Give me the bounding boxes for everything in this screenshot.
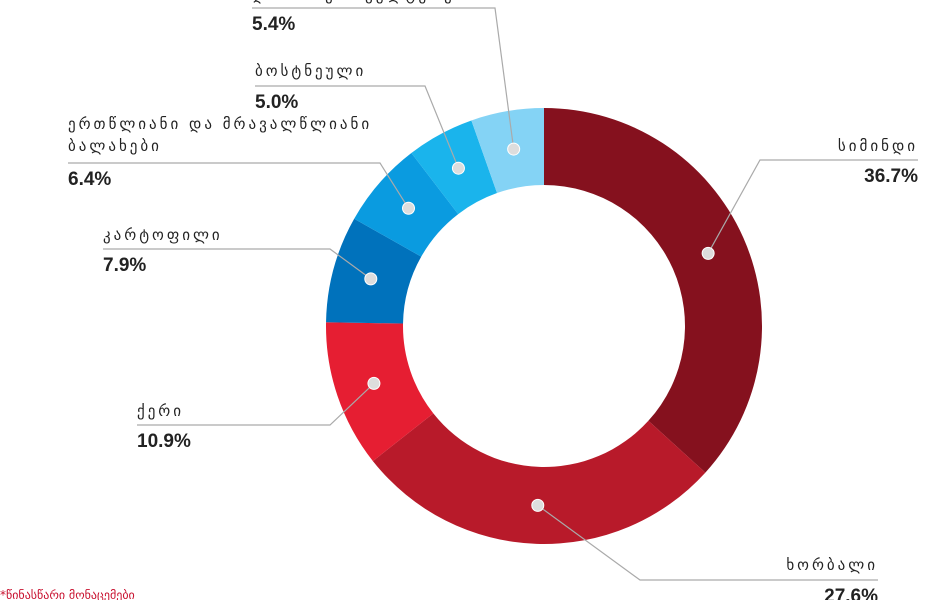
leader-dot [507, 142, 521, 156]
leader-line [707, 159, 918, 254]
value-label: 6.4% [68, 169, 112, 190]
leader-line [68, 162, 410, 209]
value-label: 5.4% [252, 14, 296, 35]
category-label: ქერი [137, 402, 185, 420]
leader-dot [701, 246, 715, 260]
leader-dot [402, 201, 416, 215]
leader-dot [531, 498, 545, 512]
donut-segment [326, 322, 434, 462]
category-label: ერთწლიანი და მრავალწლიანი ბალახები [68, 115, 373, 155]
category-label: დანარჩენი კულტურები [252, 0, 476, 6]
leader-line [103, 248, 372, 280]
category-label: კარტოფილი [103, 226, 223, 244]
donut-segment [372, 413, 706, 544]
category-label: სიმინდი [837, 137, 918, 155]
leader-line [255, 85, 459, 169]
leader-dot [367, 376, 381, 390]
leader-dot [364, 272, 378, 286]
category-label: ხორბალი [786, 556, 878, 574]
value-label: 7.9% [103, 255, 147, 276]
donut-segment [544, 108, 762, 473]
value-label: 36.7% [864, 166, 918, 187]
slice-label: ერთწლიანი და მრავალწლიანი ბალახები 6.4% [68, 113, 388, 191]
leader-dot [451, 161, 465, 175]
slice-label: სიმინდი 36.7% [838, 135, 918, 188]
slice-label: ქერი 10.9% [137, 400, 191, 453]
footnote: *წინასწარი მონაცემები [0, 588, 135, 600]
leader-line [252, 7, 515, 150]
value-label: 10.9% [137, 431, 191, 452]
donut-segment [326, 218, 422, 324]
value-label: 5.0% [255, 92, 299, 113]
leader-line [537, 504, 878, 581]
value-label: 27.6% [824, 586, 878, 600]
category-label: ბოსტნეული [255, 62, 367, 80]
slice-label: ბოსტნეული 5.0% [255, 60, 366, 114]
slice-label: დანარჩენი კულტურები 5.4% [252, 0, 476, 36]
slice-label: კარტოფილი 7.9% [103, 224, 223, 277]
slice-label: ხორბალი 27.6% [786, 554, 878, 600]
leader-line [137, 382, 375, 426]
